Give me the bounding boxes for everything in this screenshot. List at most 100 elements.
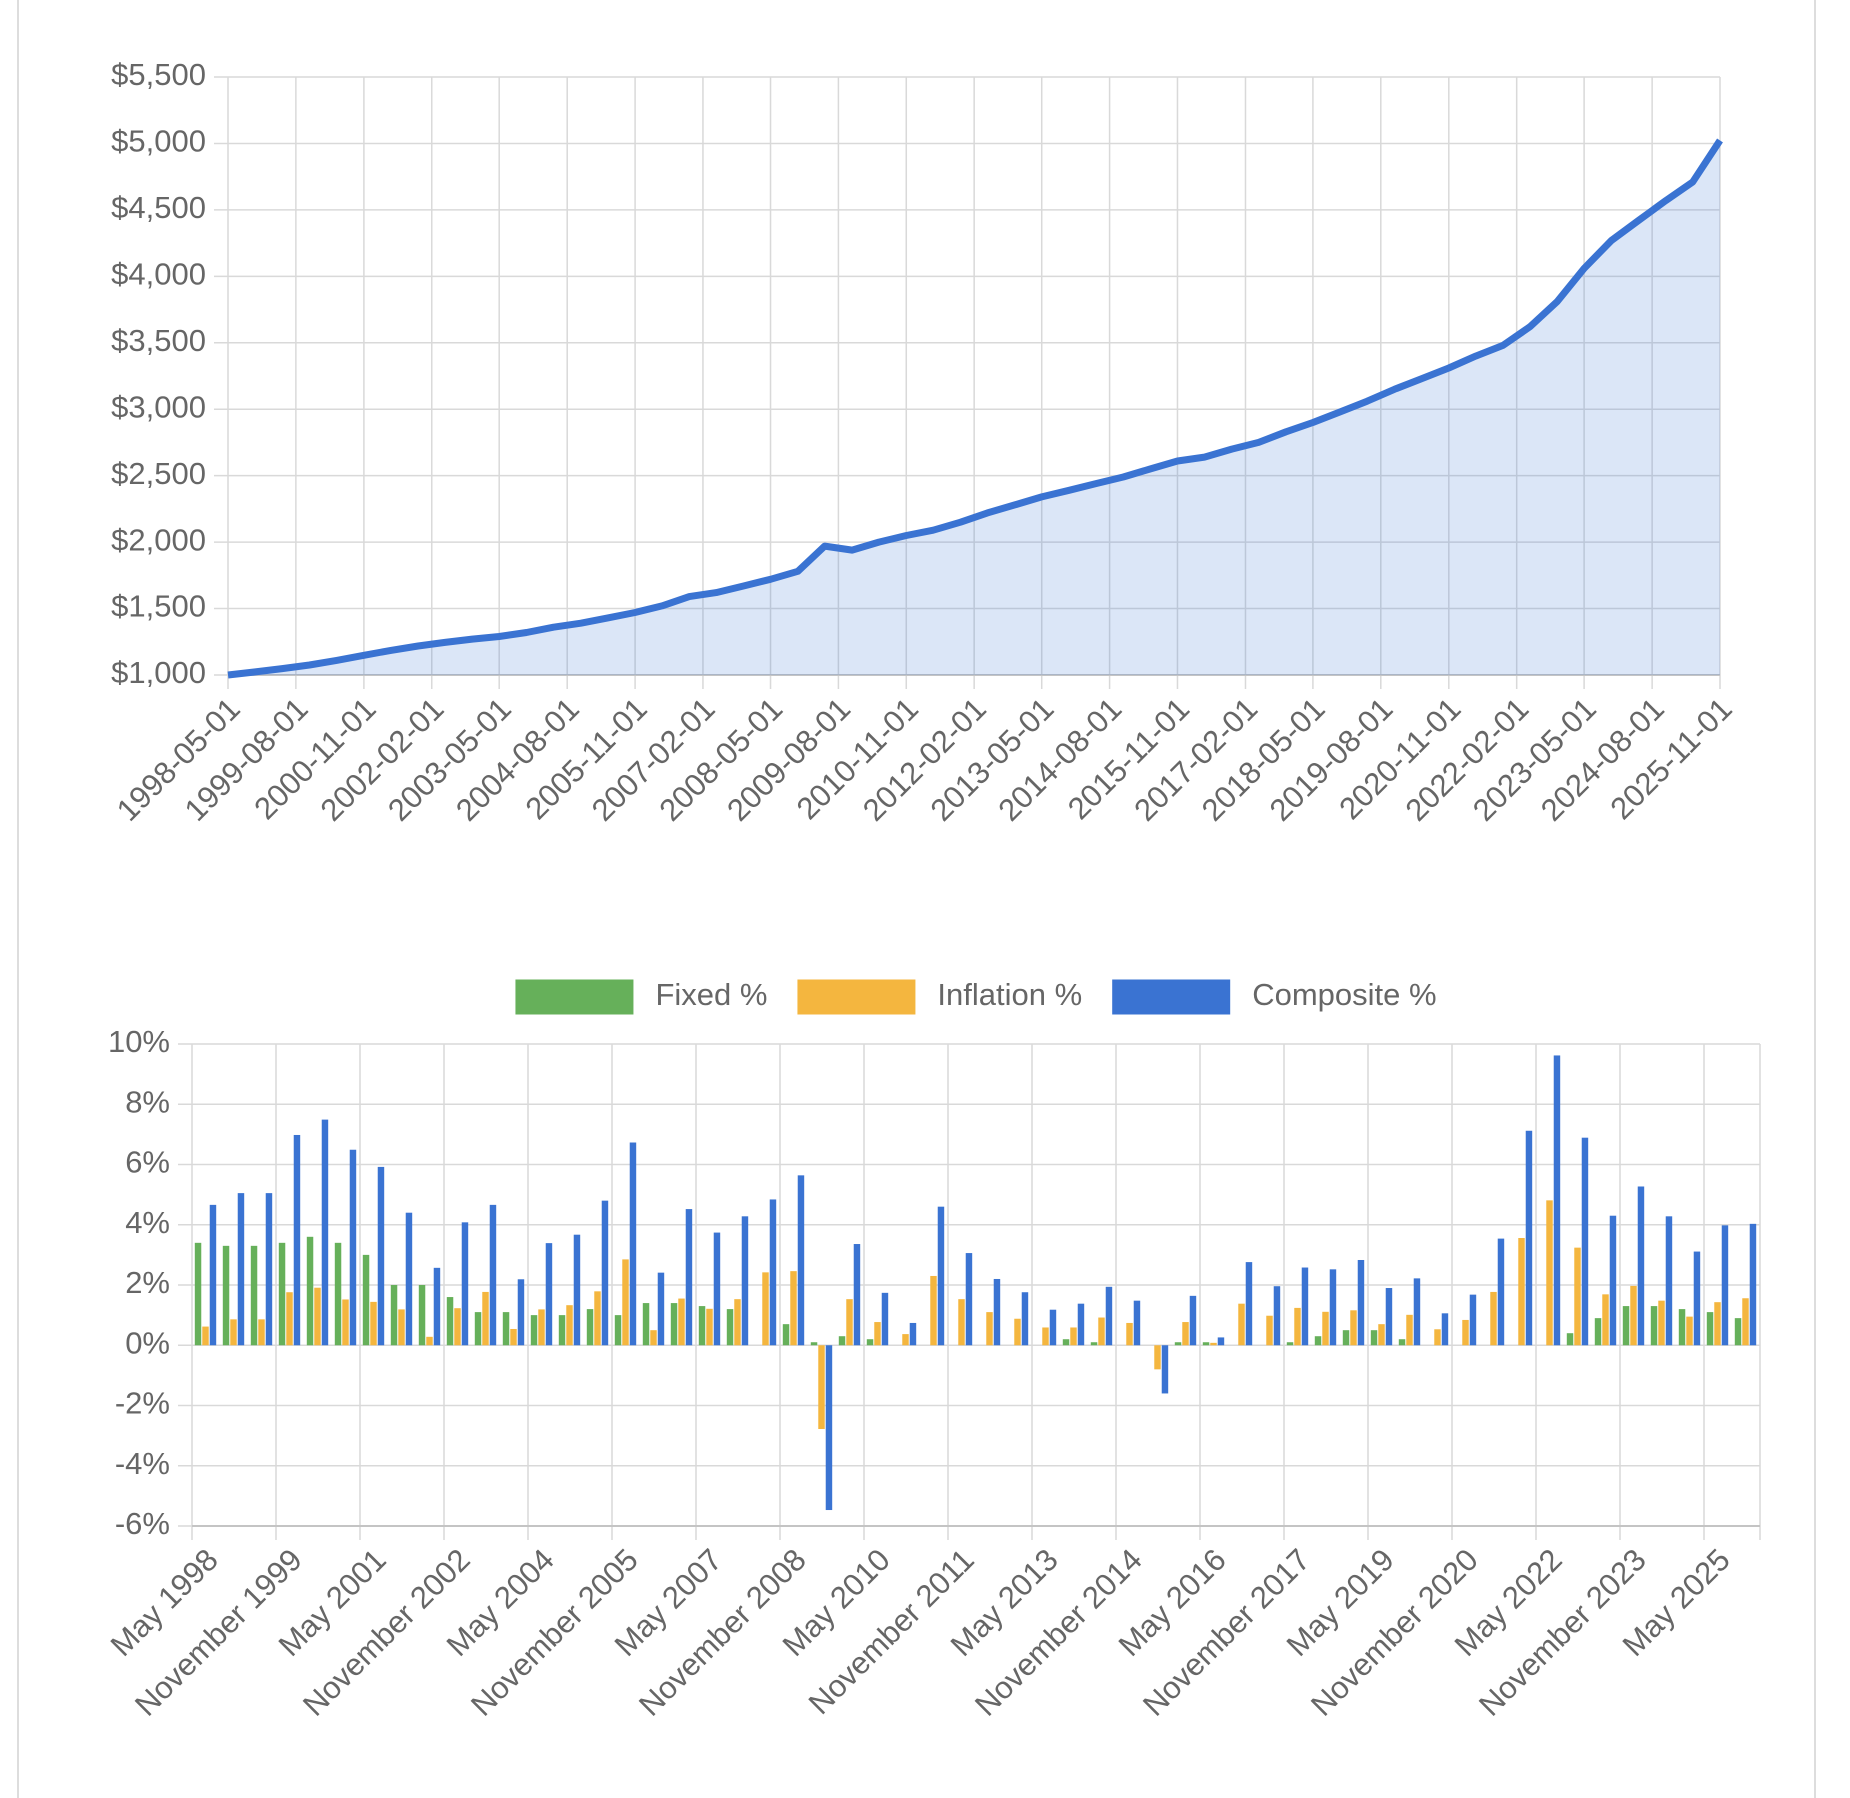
- bar: [426, 1336, 433, 1346]
- bar: [1462, 1319, 1469, 1346]
- bar: [1622, 1306, 1630, 1346]
- bar: [1637, 1186, 1645, 1346]
- bar: [370, 1301, 377, 1346]
- bar: [1301, 1267, 1309, 1346]
- bar: [202, 1326, 209, 1346]
- bar: [1574, 1247, 1581, 1346]
- y-tick-label: $2,000: [111, 522, 206, 557]
- y-tick-label: $3,500: [111, 323, 206, 358]
- bar: [930, 1275, 937, 1346]
- bar: [965, 1253, 973, 1346]
- bar: [1553, 1055, 1561, 1346]
- bar: [1350, 1310, 1357, 1346]
- bar: [1734, 1318, 1742, 1346]
- bar: [713, 1232, 721, 1346]
- bar: [937, 1206, 945, 1346]
- bar: [818, 1345, 825, 1429]
- y-tick-label: $4,500: [111, 190, 206, 225]
- bar: [670, 1303, 678, 1346]
- bar: [1525, 1130, 1533, 1346]
- bar: [545, 1243, 553, 1346]
- y-tick-label: 8%: [125, 1084, 170, 1119]
- bar: [1693, 1251, 1701, 1346]
- bar: [1126, 1322, 1133, 1346]
- bar: [474, 1312, 482, 1346]
- bar: [650, 1330, 657, 1346]
- bar: [1014, 1318, 1021, 1346]
- y-tick-label: $3,000: [111, 389, 206, 424]
- y-tick-label: $4,000: [111, 257, 206, 292]
- bar: [762, 1272, 769, 1346]
- bar: [958, 1299, 965, 1346]
- bar: [362, 1254, 370, 1346]
- bar: [1314, 1336, 1322, 1346]
- bar: [334, 1242, 342, 1346]
- bar: [1182, 1322, 1189, 1346]
- bar: [573, 1234, 581, 1346]
- bar: [1441, 1313, 1449, 1346]
- bar: [825, 1345, 833, 1511]
- bar: [881, 1292, 889, 1346]
- bar: [1161, 1345, 1169, 1394]
- bar: [566, 1305, 573, 1346]
- bar: [657, 1272, 665, 1346]
- bar: [1406, 1314, 1413, 1346]
- bar: [286, 1292, 293, 1346]
- bar: [1398, 1339, 1406, 1346]
- y-tick-label: 0%: [125, 1325, 170, 1360]
- bar: [1077, 1303, 1085, 1346]
- bar: [706, 1308, 713, 1346]
- bar: [258, 1319, 265, 1346]
- y-tick-label: $1,000: [111, 655, 206, 690]
- bar: [1714, 1302, 1721, 1346]
- bar: [342, 1299, 349, 1346]
- bar: [594, 1291, 601, 1346]
- bar: [1706, 1312, 1714, 1346]
- bar: [866, 1339, 874, 1346]
- bar: [909, 1322, 917, 1346]
- legend-label: Composite %: [1252, 977, 1436, 1012]
- bar: [265, 1193, 273, 1346]
- bar: [1021, 1292, 1029, 1346]
- bar: [797, 1175, 805, 1346]
- legend-swatch: [515, 979, 634, 1015]
- y-tick-label: $1,500: [111, 589, 206, 624]
- bar: [482, 1291, 489, 1346]
- bar: [446, 1297, 454, 1346]
- bar: [726, 1309, 734, 1346]
- y-tick-label: -6%: [115, 1506, 170, 1541]
- bar: [1749, 1223, 1757, 1346]
- bar: [810, 1342, 818, 1346]
- bar: [1238, 1303, 1245, 1346]
- y-tick-label: 10%: [108, 1024, 170, 1059]
- bar: [1202, 1342, 1210, 1346]
- bar: [769, 1199, 777, 1346]
- bar: [1518, 1238, 1525, 1346]
- bar: [1329, 1269, 1337, 1346]
- bar: [1070, 1327, 1077, 1346]
- bar: [1266, 1315, 1273, 1346]
- legend-swatch: [797, 979, 916, 1015]
- bar: [250, 1245, 258, 1346]
- bar: [993, 1278, 1001, 1346]
- bar: [1189, 1295, 1197, 1346]
- y-tick-label: $2,500: [111, 456, 206, 491]
- bar: [1098, 1317, 1105, 1346]
- bar: [1678, 1309, 1686, 1346]
- bar: [1273, 1286, 1281, 1346]
- bar: [517, 1279, 525, 1346]
- bar: [502, 1312, 510, 1346]
- bar: [349, 1149, 357, 1346]
- y-tick-label: 2%: [125, 1265, 170, 1300]
- bar: [853, 1244, 861, 1346]
- bar: [510, 1328, 517, 1346]
- bar: [1322, 1311, 1329, 1346]
- y-tick-label: -4%: [115, 1446, 170, 1481]
- bar: [986, 1312, 993, 1346]
- y-tick-label: 4%: [125, 1205, 170, 1240]
- bar: [293, 1134, 301, 1346]
- bar: [1049, 1309, 1057, 1346]
- bar: [1245, 1262, 1253, 1346]
- bar: [321, 1119, 329, 1346]
- bar: [194, 1242, 202, 1346]
